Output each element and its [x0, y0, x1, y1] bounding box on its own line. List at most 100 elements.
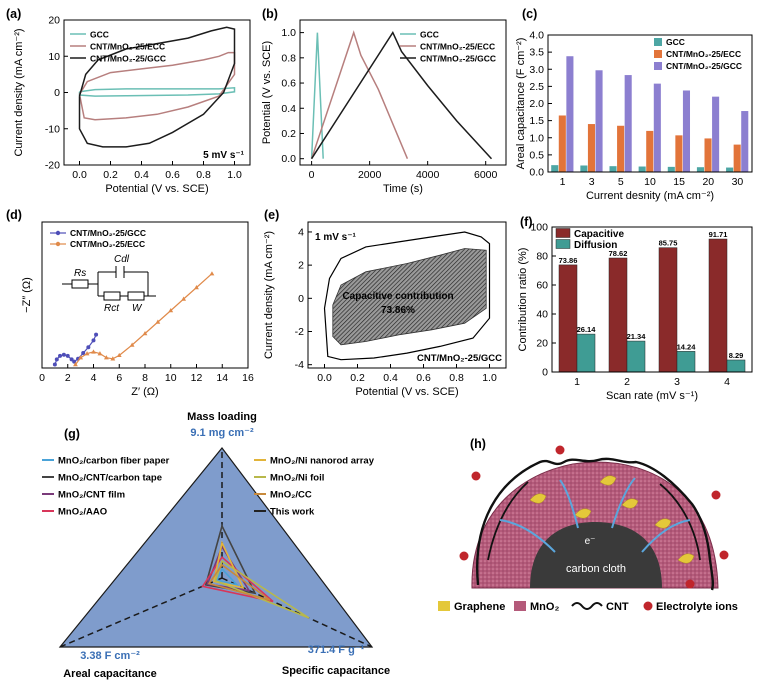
- bar-GCC-30: [726, 167, 734, 172]
- y-tick-label: 0.0: [281, 153, 296, 165]
- capacitive-value: 73.86%: [381, 305, 415, 316]
- electron-path-arrow: [611, 477, 636, 529]
- data-point: [65, 353, 70, 358]
- x-tick-label: 5: [618, 176, 624, 188]
- panel-label: (a): [6, 7, 21, 21]
- bar-Diffusion-2: [626, 340, 646, 373]
- bar-CNT/MnO₂-25/GCC-1: [566, 56, 574, 172]
- legend-label: Graphene: [454, 601, 505, 613]
- bar-CNT/MnO₂-25/ECC-30: [733, 144, 741, 172]
- x-tick-label: 16: [242, 372, 254, 384]
- radar-series-MnO₂/Ni nanorod array: [212, 540, 245, 589]
- x-tick-label: 20: [702, 176, 714, 188]
- bar-GCC-3: [580, 165, 588, 172]
- x-tick-label: 0: [309, 169, 315, 181]
- radar-axis-title: Areal capacitance: [63, 668, 157, 680]
- panel-a: (a) 0.0 0.2 0.4 0.6 0.8 1.0 -20 -10 0 10 20 Potentia…: [6, 7, 251, 195]
- carbon-cloth-label: carbon cloth: [566, 563, 626, 575]
- y-tick-label: -10: [45, 123, 60, 135]
- legend-marker: [55, 241, 61, 247]
- y-tick-label: 0: [298, 293, 304, 305]
- label-w: W: [132, 303, 143, 314]
- panel-c: (c) 1 3 5 10 15 20 30 0.0 0.5 1.0 1.5 2.0 2.5 3.0 3.5 4.…: [515, 7, 753, 202]
- x-tick-label: 3: [589, 176, 595, 188]
- legend-swatch: [555, 228, 571, 238]
- data-point: [61, 352, 66, 357]
- nyquist-line-CNT/MnO₂-25/GCC: [54, 334, 97, 365]
- graphene-flake: [574, 508, 592, 519]
- legend-label: Diffusion: [574, 240, 617, 251]
- bar-CNT/MnO₂-25/GCC-30: [741, 111, 749, 172]
- capacitor-cdl: [115, 266, 125, 278]
- resistor-rct: [103, 291, 121, 301]
- data-point: [181, 296, 187, 301]
- bar-GCC-20: [696, 167, 704, 172]
- legend-label: CNT/MnO₂-25/GCC: [666, 61, 742, 71]
- electrolyte-ion: [471, 471, 481, 481]
- x-tick-label: 0.8: [196, 169, 211, 181]
- panel-label: (f): [520, 215, 533, 229]
- gcd-curve-GCC: [310, 32, 324, 159]
- y-tick-label: 20: [536, 338, 548, 350]
- bar-CNT/MnO₂-25/GCC-5: [624, 75, 632, 172]
- electrolyte-ion: [711, 490, 721, 500]
- y-tick-label: 4: [298, 226, 304, 238]
- x-tick-label: 0.8: [449, 372, 464, 384]
- electron-path-arrow: [559, 479, 579, 529]
- legend-label: CNT/MnO₂-25/GCC: [420, 54, 496, 64]
- legend-swatch-cnt: [571, 602, 603, 610]
- legend-label: MnO₂/carbon fiber paper: [58, 456, 170, 467]
- y-tick-label: 1.5: [529, 115, 544, 127]
- y-tick-label: 0.4: [281, 103, 296, 115]
- data-point: [58, 353, 63, 358]
- legend-swatch: [654, 62, 662, 70]
- panel-f: (f) 73.86 26.14 1 78.62 21.34 2 85.75 14.24 3 91.7…: [517, 215, 753, 402]
- bar-CNT/MnO₂-25/GCC-10: [653, 83, 661, 172]
- data-label: 85.75: [659, 239, 678, 248]
- bar-CNT/MnO₂-25/ECC-20: [704, 138, 712, 172]
- gcd-curve-CNT/MnO₂-25/ECC: [310, 30, 409, 159]
- y-tick-label: 0: [542, 367, 548, 379]
- legend-label: CNT/MnO₂-25/ECC: [420, 42, 495, 52]
- cv-curve-CNT/MnO₂-25/GCC: [78, 26, 236, 148]
- bar-CNT/MnO₂-25/ECC-3: [587, 124, 596, 172]
- bar-GCC-5: [609, 166, 617, 172]
- label-cdl: Cdl: [114, 254, 130, 265]
- x-tick-label: 14: [216, 372, 228, 384]
- panel-d: (d) 0 2 4 6 8 10 12 14 16 Z′ (Ω) −Z″ (Ω) CNT/MnO₂-25…: [6, 208, 254, 398]
- plot-frame: [307, 221, 507, 369]
- bar-GCC-10: [638, 166, 646, 172]
- panel-b: (b) 0 2000 4000 6000 0.0 0.2 0.4 0.6 0.8 1.0 Time (…: [261, 7, 507, 195]
- bar-Diffusion-3: [676, 351, 696, 373]
- data-label: 73.86: [559, 256, 578, 265]
- data-label: 91.71: [709, 230, 728, 239]
- bar-Diffusion-4: [726, 359, 746, 373]
- data-point: [116, 352, 122, 358]
- data-point: [155, 319, 161, 324]
- electrolyte-ion: [459, 551, 469, 561]
- legend-swatch-mno2: [514, 601, 526, 611]
- bar-CNT/MnO₂-25/ECC-15: [675, 135, 683, 172]
- x-tick-label: 1: [574, 376, 580, 388]
- x-tick-label: 15: [673, 176, 685, 188]
- data-point: [86, 345, 91, 350]
- y-tick-label: 3.5: [529, 47, 544, 59]
- x-tick-label: 3: [674, 376, 680, 388]
- legend-swatch: [555, 239, 571, 249]
- electron-path-arrow: [499, 519, 556, 553]
- plot-frame: [299, 19, 507, 166]
- data-point: [84, 351, 90, 356]
- x-tick-label: 1.0: [227, 169, 242, 181]
- legend-label: CNT/MnO₂-25/GCC: [90, 54, 166, 64]
- graphene-flake: [529, 493, 547, 504]
- y-tick-label: 0.2: [281, 128, 296, 140]
- x-tick-label: 4: [724, 376, 730, 388]
- legend-label: MnO₂/Ni nanorod array: [270, 456, 375, 467]
- y-tick-label: 0: [54, 87, 60, 99]
- legend-label: CNT: [606, 601, 629, 613]
- bar-Capacitive-4: [708, 238, 728, 373]
- data-label: 21.34: [627, 332, 647, 341]
- x-tick-label: 0.2: [103, 169, 118, 181]
- legend-marker: [55, 230, 61, 236]
- legend-label: CNT/MnO₂-25/ECC: [70, 239, 145, 249]
